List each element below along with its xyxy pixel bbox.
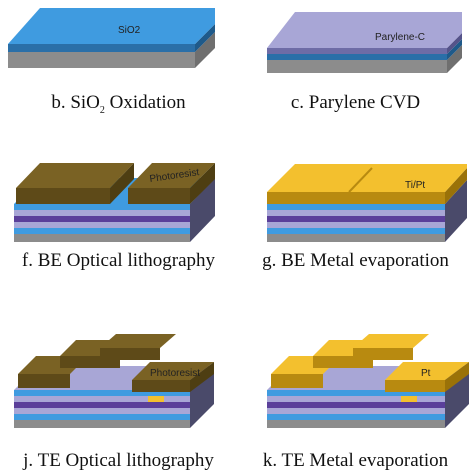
ti-pt-layer-top [267,164,467,192]
ti-pt-step-edge [348,167,373,193]
panel-j-caption: j. TE Optical lithography [23,450,214,471]
silicon-substrate [267,234,445,242]
metal-pad [148,396,164,402]
panel-j-te-optical-lithography: Photoresist j. TE Optical lithography [0,316,237,474]
photoresist-block-1 [18,374,70,388]
photoresist-block-4 [132,380,190,392]
panel-b-caption: b. SiO2 Oxidation [51,92,186,116]
ti-pt-label: Ti/Pt [405,180,425,191]
panel-c-caption: c. Parylene CVD [290,92,421,113]
pt-label: Pt [421,368,431,379]
silicon-substrate [267,420,445,428]
pt-block-4 [385,380,445,392]
sio2-layer-side [267,54,447,60]
ti-pt-layer-side [267,192,445,204]
panel-c-diagram: Parylene-C [267,12,462,73]
panel-k-caption: k. TE Metal evaporation [262,450,449,471]
sio2-label: SiO2 [118,25,141,36]
panel-g-caption: g. BE Metal evaporation [262,250,449,271]
panel-g-diagram: Ti/Pt [267,164,467,242]
panel-f-diagram: Photoresist [14,163,215,242]
photoresist-strip-2 [128,188,190,204]
parylene-layer-top [267,12,462,48]
sio2-layer-side [8,44,195,52]
pt-block-3 [353,348,413,360]
sio2-layer-side [14,204,190,210]
panel-b-diagram: SiO2 [8,8,215,68]
parylene-layer-side [267,48,447,54]
photoresist-block-3 [100,348,160,360]
panel-c-parylene-cvd: Parylene-C c. Parylene CVD [237,0,474,158]
panel-j-diagram: Photoresist [14,334,214,428]
panel-f-be-optical-lithography: Photoresist f. BE Optical lithography [0,158,237,316]
photoresist-strip-1 [16,188,110,204]
silicon-substrate [14,234,190,242]
panel-g-be-metal-evaporation: Ti/Pt g. BE Metal evaporation [237,158,474,316]
silicon-substrate [14,420,190,428]
panel-f-caption: f. BE Optical lithography [21,250,216,271]
pt-block-1 [271,374,323,388]
parylene-label: Parylene-C [375,32,425,43]
panel-k-diagram: Pt [267,334,469,428]
photoresist-label: Photoresist [150,368,200,379]
panel-k-te-metal-evaporation: Pt k. TE Metal evaporation [237,316,474,474]
metal-pad [401,396,417,402]
panel-b-sio2-oxidation: SiO2 b. SiO2 Oxidation [0,0,237,158]
sio2-layer-top [8,8,215,44]
